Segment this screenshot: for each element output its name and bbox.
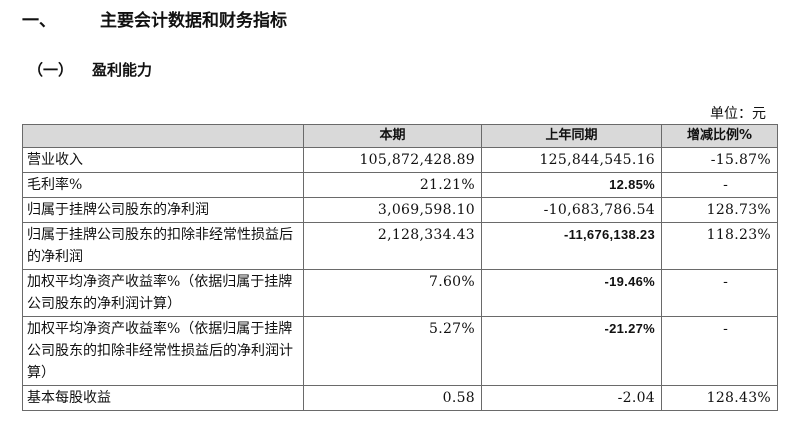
previous-value: -10,683,786.54 bbox=[481, 197, 662, 223]
row-label: 加权平均净资产收益率%（依据归属于挂牌公司股东的扣除非经常性损益后的净利润计算） bbox=[22, 316, 304, 386]
change-value: - bbox=[661, 269, 778, 317]
current-value: 3,069,598.10 bbox=[303, 197, 482, 223]
row-label: 归属于挂牌公司股东的扣除非经常性损益后的净利润 bbox=[22, 222, 304, 270]
table-row: 归属于挂牌公司股东的净利润 3,069,598.10 -10,683,786.5… bbox=[22, 197, 778, 223]
table-row: 加权平均净资产收益率%（依据归属于挂牌公司股东的净利润计算） 7.60% -19… bbox=[22, 269, 778, 317]
current-value: 7.60% bbox=[303, 269, 482, 317]
change-value: - bbox=[661, 172, 778, 198]
change-value: 128.43% bbox=[661, 385, 778, 411]
row-label: 营业收入 bbox=[22, 147, 304, 173]
change-value: 118.23% bbox=[661, 222, 778, 270]
section-title: 主要会计数据和财务指标 bbox=[100, 11, 287, 31]
change-dash: - bbox=[723, 177, 728, 193]
current-value: 2,128,334.43 bbox=[303, 222, 482, 270]
header-item bbox=[22, 124, 304, 148]
current-value: 21.21% bbox=[303, 172, 482, 198]
header-change-percent: 增减比例% bbox=[661, 124, 778, 148]
profitability-table: 本期 上年同期 增减比例% 营业收入 105,872,428.89 125,84… bbox=[22, 124, 778, 411]
row-label: 基本每股收益 bbox=[22, 385, 304, 411]
current-value: 5.27% bbox=[303, 316, 482, 386]
row-label: 毛利率% bbox=[22, 172, 304, 198]
header-previous-period: 上年同期 bbox=[481, 124, 662, 148]
table-row: 归属于挂牌公司股东的扣除非经常性损益后的净利润 2,128,334.43 -11… bbox=[22, 222, 778, 270]
row-label: 归属于挂牌公司股东的净利润 bbox=[22, 197, 304, 223]
subsection-number: （一） bbox=[28, 61, 74, 79]
table-row: 加权平均净资产收益率%（依据归属于挂牌公司股东的扣除非经常性损益后的净利润计算）… bbox=[22, 316, 778, 386]
change-value: -15.87% bbox=[661, 147, 778, 173]
table-header-row: 本期 上年同期 增减比例% bbox=[22, 124, 778, 148]
change-value: - bbox=[661, 316, 778, 386]
previous-value: -2.04 bbox=[481, 385, 662, 411]
change-value: 128.73% bbox=[661, 197, 778, 223]
row-label: 加权平均净资产收益率%（依据归属于挂牌公司股东的净利润计算） bbox=[22, 269, 304, 317]
change-dash: - bbox=[723, 321, 728, 337]
table-row: 毛利率% 21.21% 12.85% - bbox=[22, 172, 778, 198]
header-current-period: 本期 bbox=[303, 124, 482, 148]
current-value: 105,872,428.89 bbox=[303, 147, 482, 173]
previous-value: 12.85% bbox=[481, 172, 662, 198]
current-value: 0.58 bbox=[303, 385, 482, 411]
previous-value: -21.27% bbox=[481, 316, 662, 386]
change-dash: - bbox=[723, 274, 728, 290]
table-row: 营业收入 105,872,428.89 125,844,545.16 -15.8… bbox=[22, 147, 778, 173]
subsection-title: 盈利能力 bbox=[92, 61, 153, 79]
previous-value: -19.46% bbox=[481, 269, 662, 317]
previous-value: -11,676,138.23 bbox=[481, 222, 662, 270]
table-row: 基本每股收益 0.58 -2.04 128.43% bbox=[22, 385, 778, 411]
section-number: 一、 bbox=[22, 11, 56, 31]
previous-value: 125,844,545.16 bbox=[481, 147, 662, 173]
unit-label: 单位：元 bbox=[710, 106, 766, 122]
